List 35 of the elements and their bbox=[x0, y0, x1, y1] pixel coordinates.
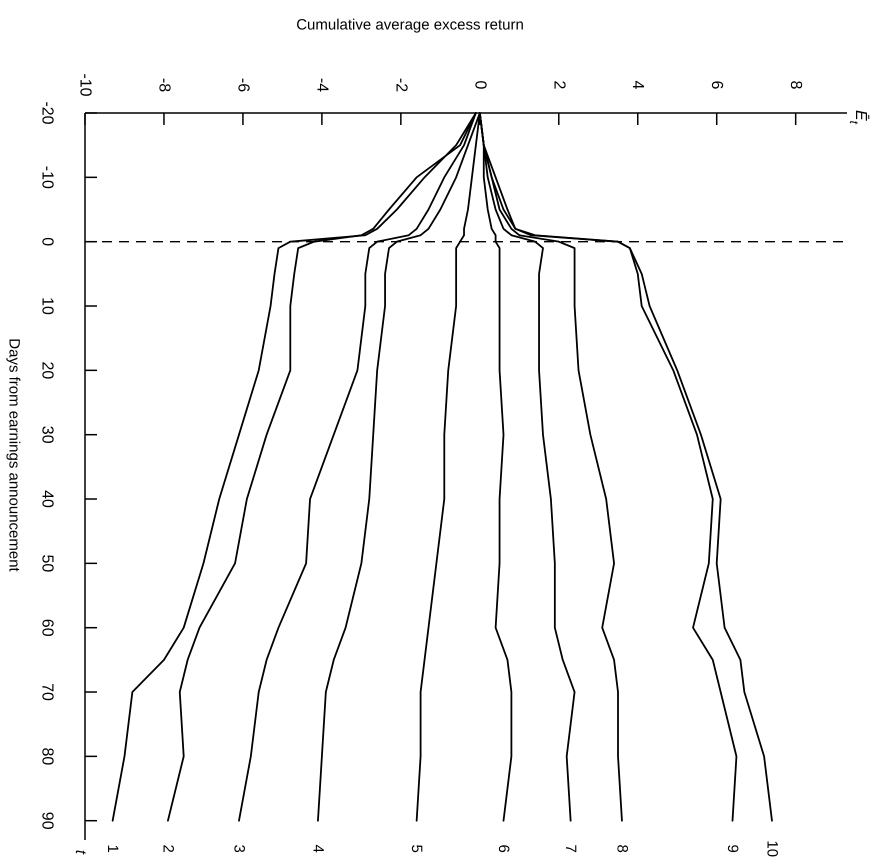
y-tick-label: 70 bbox=[38, 683, 56, 702]
x-tick-label: -10 bbox=[76, 73, 94, 97]
text: 9 bbox=[724, 844, 742, 853]
text: 3 bbox=[230, 844, 248, 853]
text: 4 bbox=[309, 844, 326, 853]
text: t bbox=[72, 850, 90, 855]
x-tick-label: -4 bbox=[313, 78, 330, 92]
text: 6 bbox=[495, 844, 512, 853]
y-tick-label: 40 bbox=[38, 490, 56, 508]
x-axis-title: Cumulative average excess return bbox=[296, 16, 524, 34]
x-tick-label: 6 bbox=[708, 80, 726, 90]
y-axis-title: Days from earnings announcement bbox=[6, 338, 22, 573]
text: 10 bbox=[763, 840, 780, 858]
x-tick-label: 4 bbox=[629, 80, 646, 90]
text: 1 bbox=[104, 844, 122, 853]
y-tick-label: 30 bbox=[38, 426, 56, 444]
y-tick-label: 80 bbox=[38, 747, 56, 766]
text: 5 bbox=[408, 844, 426, 853]
x-tick-label: 2 bbox=[550, 80, 568, 90]
text: 2 bbox=[159, 844, 176, 853]
y-tick-label: 0 bbox=[38, 237, 56, 246]
x-tick-label: -2 bbox=[392, 78, 410, 92]
x-tick-label: -8 bbox=[155, 78, 172, 92]
y-tick-label: 60 bbox=[38, 618, 56, 637]
x-tick-label: -6 bbox=[234, 78, 252, 92]
y-tick-label: 90 bbox=[38, 812, 56, 830]
text: 8 bbox=[613, 844, 630, 853]
x-tick-label: 0 bbox=[471, 80, 488, 90]
y-tick-label: -20 bbox=[38, 101, 56, 125]
y-tick-label: 20 bbox=[38, 361, 56, 380]
x-tick-label: 8 bbox=[787, 80, 804, 90]
y-tick-label: -10 bbox=[38, 166, 56, 189]
y-tick-label: 10 bbox=[38, 297, 56, 316]
y-tick-label: 50 bbox=[38, 554, 56, 572]
text: 7 bbox=[562, 844, 580, 853]
